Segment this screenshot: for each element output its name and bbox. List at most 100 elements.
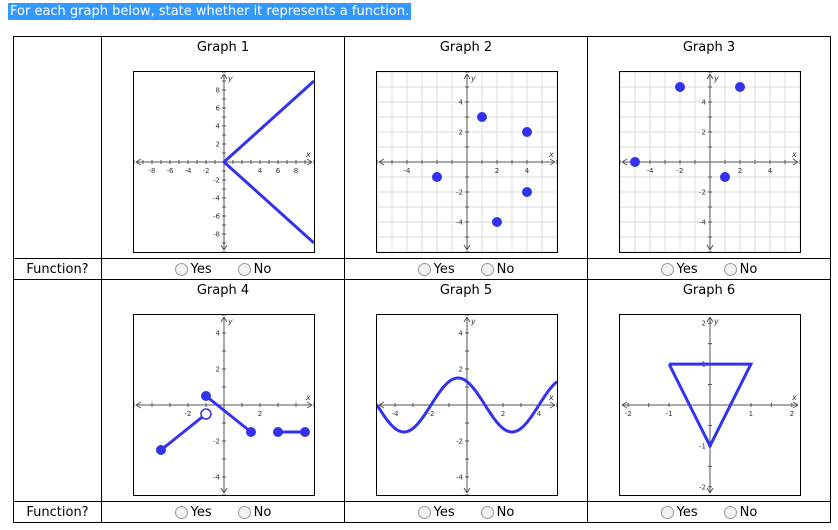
graph-plot: -2 -1 1 2 2 1 -1 -2 x y: [619, 314, 801, 496]
radio-button[interactable]: [237, 262, 251, 276]
yes-option[interactable]: Yes: [417, 505, 455, 520]
y-axis-arrows: [220, 73, 228, 251]
graph-cell-1: Graph 1 -8 -6 -4 -2 4 6 8 8 6 4 2 -2 -4 -6 -8 x y: [101, 36, 345, 259]
instructions-text: For each graph below, state whether it r…: [8, 3, 412, 20]
coordinate-plane: -4 2 4 4 2 -2 -4 x y: [377, 72, 557, 252]
graph-line: [221, 79, 314, 245]
graph-curve: [377, 376, 557, 434]
x-tick-label: 2: [501, 410, 505, 418]
no-option[interactable]: No: [237, 262, 271, 277]
x-axis-label: x: [548, 393, 554, 402]
y-tick-label: 4: [459, 99, 464, 107]
radio-button[interactable]: [174, 505, 188, 519]
y-tick-label: 2: [702, 129, 706, 137]
y-axis-arrows: [463, 73, 471, 251]
y-tick-label: 8: [216, 87, 220, 95]
x-tick-label: -8: [149, 167, 156, 175]
x-axis-arrows: [378, 158, 556, 166]
graph-cell-3: Graph 3 -4 -2 2 4 4 2 -2 -4 x y: [587, 36, 831, 259]
x-axis-label: x: [791, 393, 797, 402]
x-tick-label: 4: [258, 167, 263, 175]
no-option[interactable]: No: [723, 262, 757, 277]
radio-button[interactable]: [480, 505, 494, 519]
x-axis-arrows: [135, 158, 313, 166]
y-tick-label: 2: [459, 129, 463, 137]
no-option[interactable]: No: [723, 505, 757, 520]
radio-button[interactable]: [174, 262, 188, 276]
open-point: [200, 408, 212, 420]
answer-cell-3: Yes No: [587, 258, 831, 280]
radio-button[interactable]: [480, 262, 494, 276]
answer-cell-2: Yes No: [344, 258, 588, 280]
graph-plot: -2 2 4 2 -2 -4 x y: [133, 314, 315, 496]
y-tick-label: 2: [459, 366, 463, 374]
no-option[interactable]: No: [480, 505, 514, 520]
y-axis-arrows: [463, 316, 471, 494]
radio-button[interactable]: [417, 505, 431, 519]
y-tick-label: 4: [216, 330, 221, 338]
x-axis-label: x: [548, 150, 554, 159]
label-column-cell: [13, 279, 102, 502]
x-tick-label: -4: [392, 410, 400, 418]
coordinate-plane: -8 -6 -4 -2 4 6 8 8 6 4 2 -2 -4 -6 -8 x y: [134, 72, 314, 252]
radio-button[interactable]: [417, 262, 431, 276]
x-axis-arrows: [621, 401, 799, 409]
answer-cell-4: Yes No: [101, 501, 345, 523]
graph-point: [156, 445, 166, 455]
x-tick-label: -4: [404, 167, 412, 175]
y-tick-label: -4: [699, 219, 707, 227]
x-tick-label: -1: [666, 410, 673, 418]
x-axis-label: x: [305, 150, 311, 159]
radio-button[interactable]: [660, 262, 674, 276]
yes-option[interactable]: Yes: [417, 262, 455, 277]
coordinate-plane: -2 2 4 2 -2 -4 x y: [134, 315, 314, 495]
y-tick-label: 2: [216, 366, 220, 374]
x-axis-label: x: [305, 393, 311, 402]
yes-option[interactable]: Yes: [660, 505, 698, 520]
y-tick-label: 4: [702, 99, 707, 107]
y-axis-label: y: [227, 74, 233, 83]
y-axis-label: y: [713, 74, 719, 83]
y-tick-label: 2: [216, 141, 220, 149]
graph-title: Graph 4: [196, 283, 250, 298]
radio-button[interactable]: [237, 505, 251, 519]
y-tick-label: 4: [216, 123, 221, 131]
graph-point: [246, 427, 256, 437]
yes-option[interactable]: Yes: [174, 505, 212, 520]
no-option[interactable]: No: [480, 262, 514, 277]
graph-line: [160, 412, 207, 452]
x-tick-label: 2: [258, 410, 262, 418]
graph-point: [720, 172, 730, 182]
radio-button[interactable]: [660, 505, 674, 519]
graph-point: [735, 82, 745, 92]
x-tick-label: 8: [294, 167, 298, 175]
graphs-table: Graph 1 -8 -6 -4 -2 4 6 8 8 6 4 2 -2 -4 -6 -8 x y Graph …: [13, 36, 831, 523]
radio-button[interactable]: [723, 505, 737, 519]
y-axis-arrows: [220, 316, 228, 494]
x-tick-label: -4: [647, 167, 655, 175]
y-tick-label: -2: [456, 189, 463, 197]
y-tick-label: -2: [699, 189, 706, 197]
x-tick-label: 4: [537, 410, 542, 418]
y-tick-label: -8: [213, 231, 220, 239]
graph-plot: -4 -2 2 4 4 2 -2 -4 x y: [619, 71, 801, 253]
yes-option[interactable]: Yes: [174, 262, 212, 277]
yes-option[interactable]: Yes: [660, 262, 698, 277]
graph-title: Graph 1: [196, 40, 250, 55]
graph-point: [522, 127, 532, 137]
graph-title: Graph 5: [439, 283, 493, 298]
y-tick-label: -2: [699, 483, 706, 491]
graph-plot: -4 -2 2 4 4 2 -2 -4 x y: [376, 314, 558, 496]
x-tick-label: 4: [525, 167, 530, 175]
graph-point: [432, 172, 442, 182]
graph-point: [273, 427, 283, 437]
graph-point: [630, 157, 640, 167]
coordinate-plane: -2 -1 1 221-1-2xy: [621, 316, 799, 494]
graph-point: [492, 217, 502, 227]
graph-line: [667, 362, 754, 450]
radio-button[interactable]: [723, 262, 737, 276]
y-tick-label: -6: [213, 213, 221, 221]
no-option[interactable]: No: [237, 505, 271, 520]
y-axis-arrows: [706, 73, 714, 251]
graph-point: [201, 391, 211, 401]
